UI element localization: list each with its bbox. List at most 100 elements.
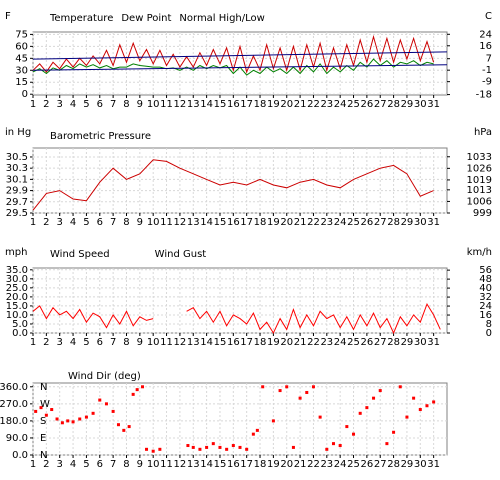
scatter-point: [211, 442, 215, 446]
scatter-point: [311, 385, 315, 389]
x-tick-label: 27: [374, 337, 387, 348]
x-tick-label: 28: [387, 459, 400, 470]
x-tick-label: 22: [307, 337, 320, 348]
x-tick-label: 16: [227, 337, 240, 348]
x-tick-label: 24: [334, 337, 347, 348]
scatter-point: [425, 404, 429, 408]
x-tick-label: 8: [123, 99, 129, 110]
x-tick-label: 20: [280, 459, 293, 470]
plot-area: [32, 382, 448, 456]
x-tick-label: 5: [83, 459, 89, 470]
scatter-point: [385, 442, 389, 446]
compass-label: N: [40, 382, 47, 393]
scatter-point: [331, 442, 335, 446]
x-tick-label: 12: [174, 99, 187, 110]
x-tick-label: 2: [43, 217, 49, 228]
y-tick-label: 0.0: [12, 328, 28, 339]
x-tick-label: 29: [401, 459, 414, 470]
x-tick-label: 13: [187, 217, 200, 228]
data-line: [32, 34, 435, 74]
scatter-point: [151, 449, 155, 453]
x-tick-label: 30: [414, 459, 427, 470]
y2-tick-label: 0: [486, 328, 492, 339]
scatter-point: [127, 425, 131, 429]
x-tick-label: 30: [414, 337, 427, 348]
x-tick-label: 28: [387, 337, 400, 348]
x-tick-label: 25: [347, 99, 360, 110]
x-tick-label: 18: [254, 99, 267, 110]
x-tick-label: 14: [200, 459, 213, 470]
y-tick-label: 0.0: [12, 450, 28, 461]
y-tick-label: 0: [22, 89, 28, 100]
y-tick-label: 30.0: [6, 274, 28, 285]
x-tick-label: 26: [361, 459, 374, 470]
x-tick-label: 29: [401, 217, 414, 228]
x-tick-label: 16: [227, 217, 240, 228]
scatter-point: [218, 445, 222, 449]
scatter-point: [372, 396, 376, 400]
compass-label: E: [40, 433, 46, 444]
y2-tick-label: -18: [476, 90, 492, 101]
x-tick-label: 8: [123, 459, 129, 470]
x-tick-label: 5: [83, 99, 89, 110]
scatter-point: [71, 420, 75, 424]
scatter-point: [412, 396, 416, 400]
scatter-point: [84, 415, 88, 419]
y-axis-label: in Hg: [5, 127, 31, 138]
scatter-point: [111, 409, 115, 413]
scatter-point: [291, 445, 295, 449]
y-tick-label: 29.9: [6, 186, 28, 197]
scatter-point: [122, 428, 126, 432]
y2-tick-label: 1006: [467, 196, 492, 207]
panel-title: Barometric Pressure: [50, 131, 151, 142]
x-tick-label: 19: [267, 459, 280, 470]
x-tick-label: 13: [187, 337, 200, 348]
plot-area: [32, 267, 448, 334]
y2-axis-label: km/h: [467, 247, 492, 258]
compass-label: N: [40, 450, 47, 461]
x-tick-label: 12: [174, 337, 187, 348]
scatter-point: [398, 385, 402, 389]
scatter-point: [158, 447, 162, 451]
scatter-point: [378, 389, 382, 393]
scatter-point: [261, 385, 265, 389]
y2-tick-label: 40: [479, 283, 492, 294]
x-tick-label: 25: [347, 337, 360, 348]
scatter-point: [55, 417, 59, 421]
x-tick-label: 17: [240, 217, 253, 228]
x-tick-label: 10: [147, 99, 160, 110]
y-tick-label: 60: [15, 41, 28, 52]
scatter-point: [141, 385, 145, 389]
scatter-point: [91, 411, 95, 415]
x-tick-label: 7: [110, 459, 116, 470]
y-tick-label: 35.0: [6, 265, 28, 276]
y-tick-label: 360.0: [0, 382, 28, 393]
data-line: [32, 58, 434, 76]
x-tick-label: 29: [401, 337, 414, 348]
scatter-point: [44, 413, 48, 417]
y-tick-label: 29.7: [6, 197, 28, 208]
x-tick-label: 17: [240, 99, 253, 110]
panel-title: Wind Dir (deg): [68, 371, 141, 382]
x-tick-label: 11: [160, 217, 173, 228]
x-tick-label: 1: [30, 337, 36, 348]
y-tick-label: 15: [15, 77, 28, 88]
scatter-point: [245, 447, 249, 451]
x-tick-label: 1: [30, 459, 36, 470]
x-tick-label: 19: [267, 217, 280, 228]
scatter-point: [145, 447, 149, 451]
y2-tick-label: 32: [479, 292, 492, 303]
legend-entry: Wind Gust: [155, 249, 207, 260]
x-tick-label: 12: [174, 459, 187, 470]
y-tick-label: 15.0: [6, 301, 28, 312]
x-tick-label: 21: [294, 217, 307, 228]
x-tick-label: 15: [214, 337, 227, 348]
data-line: [32, 302, 441, 335]
y2-tick-label: 1013: [467, 185, 492, 196]
x-tick-label: 20: [280, 337, 293, 348]
x-tick-label: 3: [57, 99, 63, 110]
x-tick-label: 4: [70, 99, 76, 110]
scatter-point: [225, 447, 229, 451]
scatter-point: [392, 430, 396, 434]
